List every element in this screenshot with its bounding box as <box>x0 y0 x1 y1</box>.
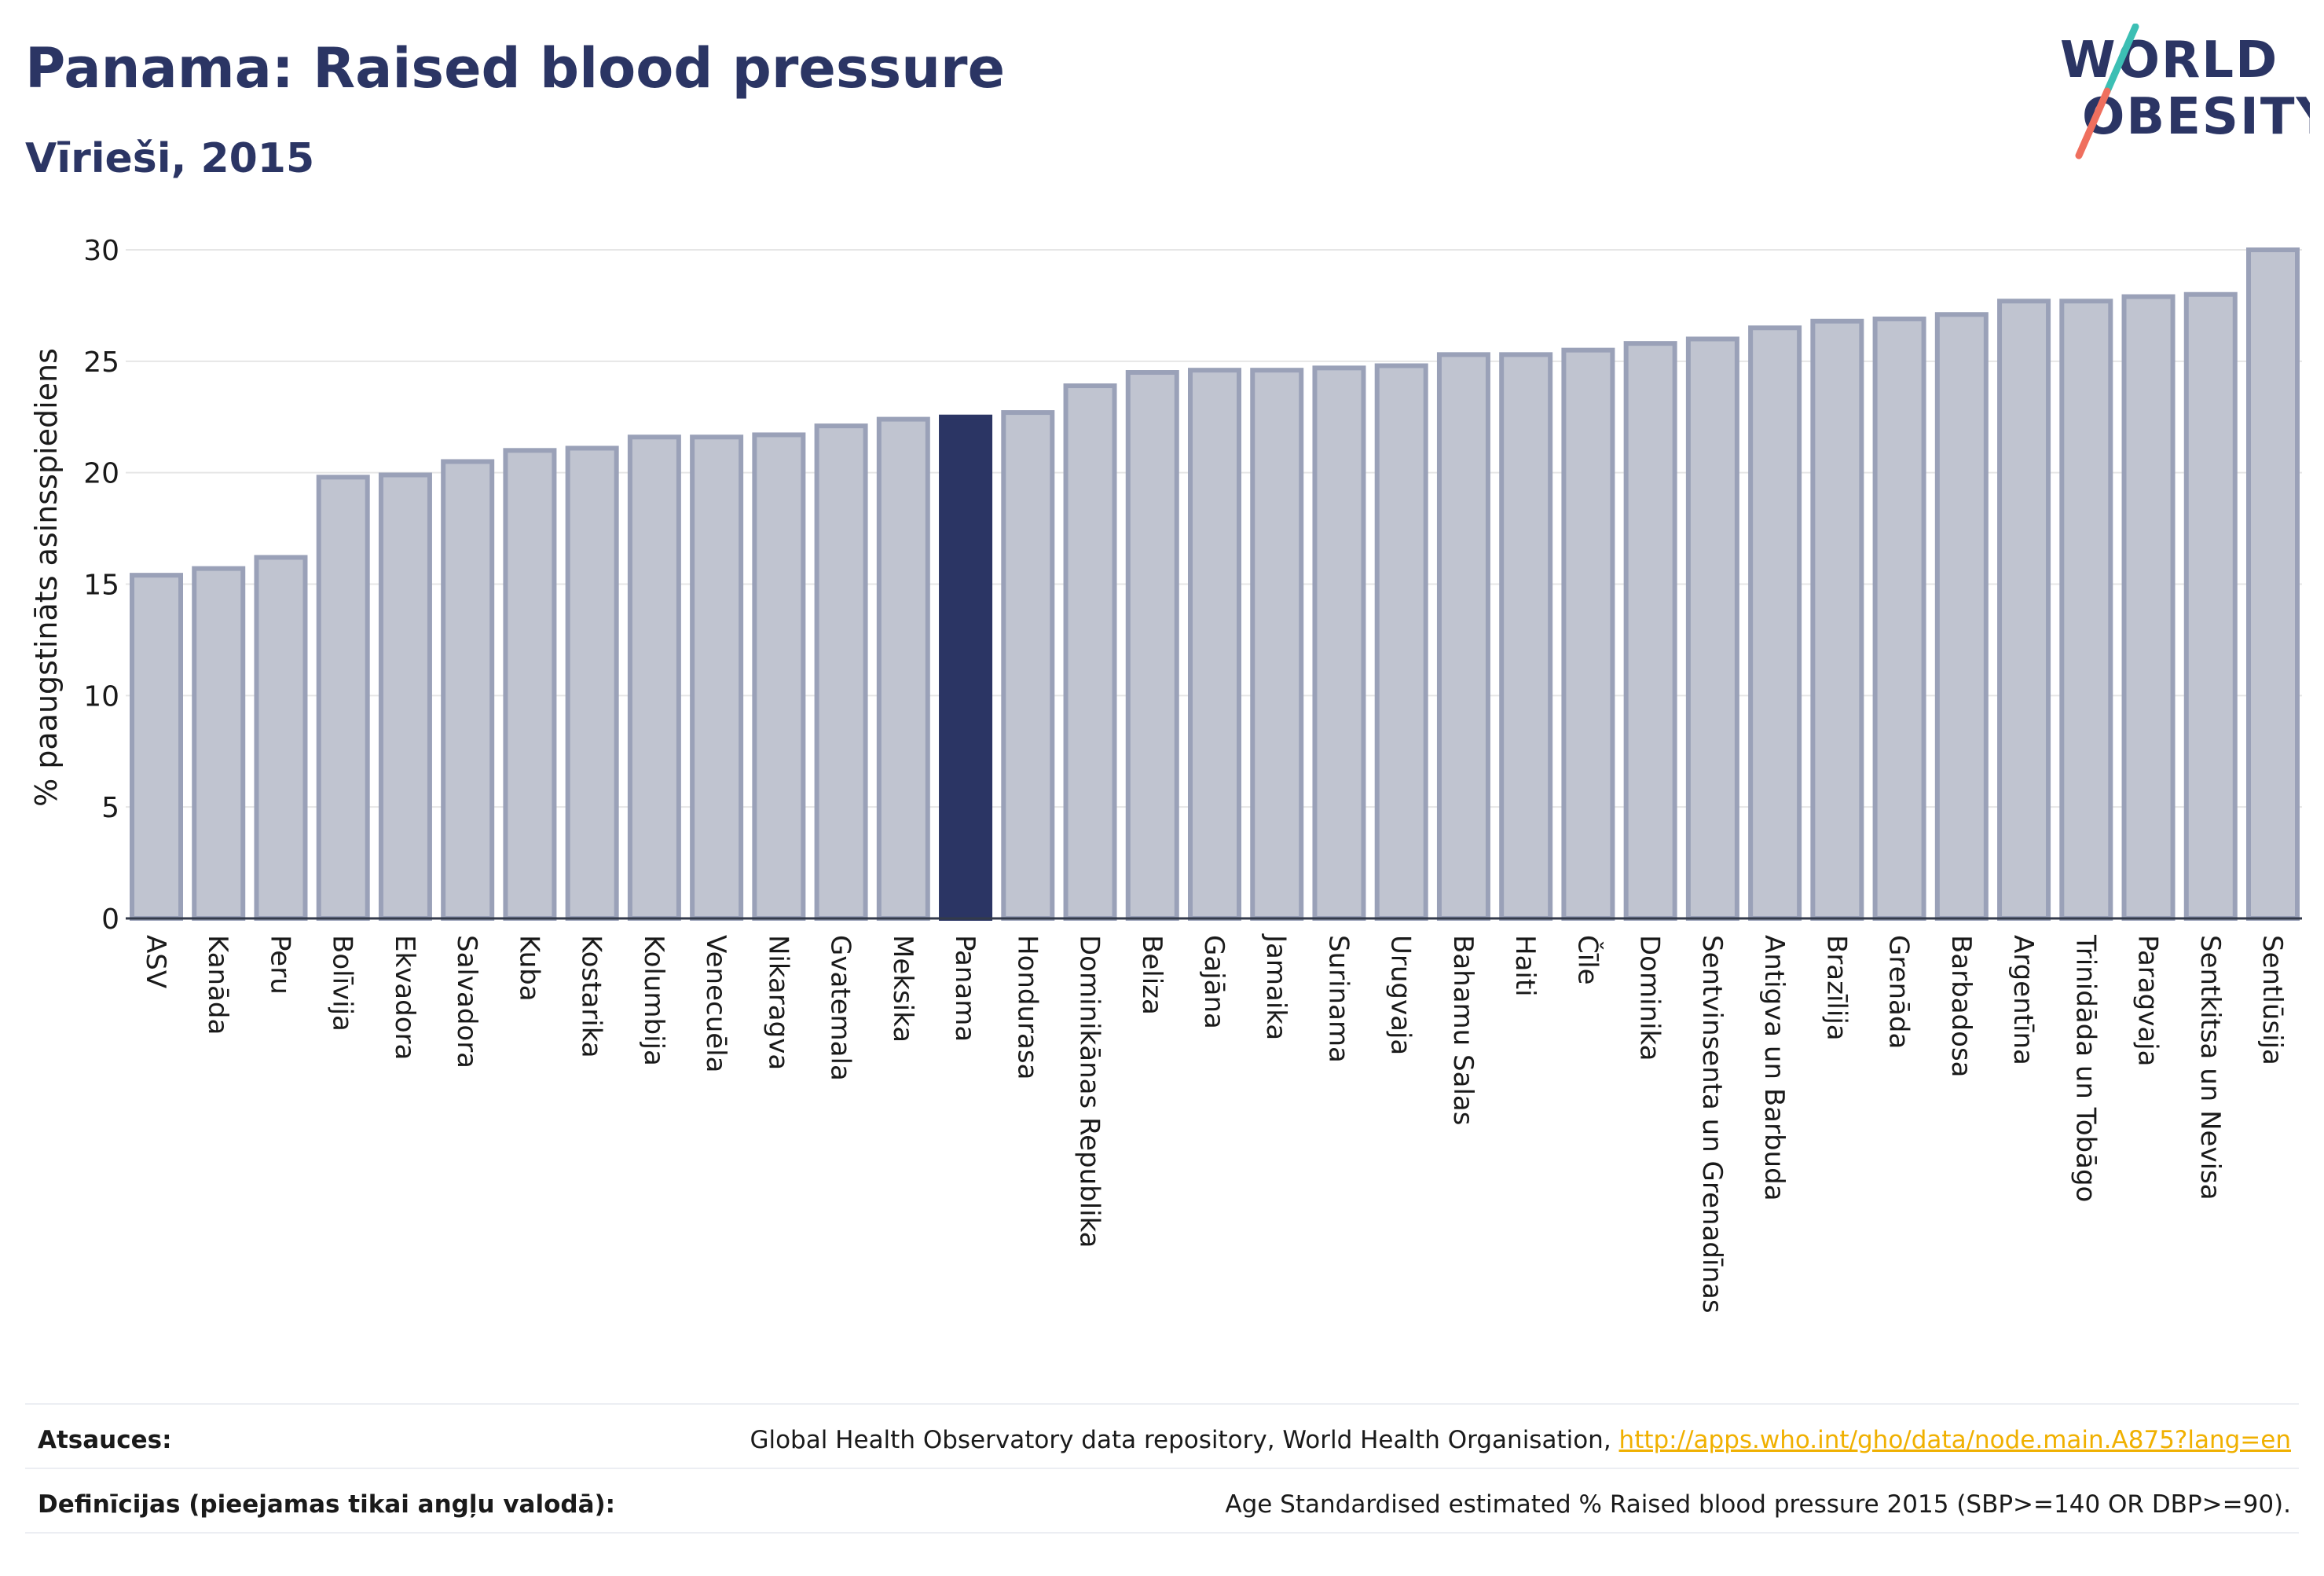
x-tick-label: Bahamu Salas <box>1447 935 1479 1125</box>
bar <box>752 432 806 921</box>
bar <box>1125 370 1179 921</box>
y-tick-label: 25 <box>83 346 119 379</box>
bar <box>1872 316 1926 922</box>
x-tick-label: Kuba <box>513 935 544 1002</box>
bar <box>192 566 246 921</box>
bar <box>1934 312 1989 922</box>
bar <box>441 459 495 921</box>
footer-divider-top <box>25 1403 2299 1405</box>
chart-subtitle: Vīrieši, 2015 <box>25 135 315 182</box>
x-tick-label: Salvadora <box>451 935 482 1068</box>
y-tick-label: 15 <box>83 570 119 602</box>
x-tick-label: Hondurasa <box>1011 935 1043 1079</box>
x-tick-label: Barbadosa <box>1945 935 1977 1078</box>
x-tick-label: Surinama <box>1322 935 1354 1063</box>
bar <box>2183 291 2238 921</box>
x-tick-label: Meksika <box>887 935 918 1043</box>
sources-label: Atsauces: <box>38 1426 172 1454</box>
x-tick-label: Urugvaja <box>1385 935 1417 1055</box>
x-tick-label: Antigva un Barbuda <box>1758 935 1790 1201</box>
bar <box>1748 325 1802 921</box>
sources-value: Global Health Observatory data repositor… <box>750 1426 2291 1454</box>
world-obesity-logo: WORLD OBESITY <box>2060 24 2310 159</box>
definitions-label: Definīcijas (pieejamas tikai angļu valod… <box>38 1490 616 1519</box>
x-tick-label: Haiti <box>1509 935 1541 997</box>
bar <box>503 448 557 921</box>
x-tick-label: Jamaika <box>1260 933 1292 1040</box>
x-tick-label: Ekvadora <box>389 935 420 1060</box>
y-tick-label: 5 <box>101 792 119 824</box>
bar <box>316 475 370 921</box>
bar <box>627 434 681 921</box>
y-tick-label: 30 <box>83 235 119 267</box>
bar <box>1623 341 1677 921</box>
chart-title: Panama: Raised blood pressure <box>25 36 1006 101</box>
definitions-value: Age Standardised estimated % Raised bloo… <box>1225 1490 2291 1519</box>
x-tick-label: Čīle <box>1571 935 1604 985</box>
x-tick-label: Peru <box>264 935 295 995</box>
bar <box>254 555 308 922</box>
bar <box>1561 347 1615 921</box>
x-tick-label: Kostarika <box>576 935 607 1058</box>
x-tick-label: Beliza <box>1136 935 1167 1015</box>
bar <box>2246 247 2300 921</box>
bar-chart: 0 5 10 15 20 25 30 ASV Kanāda Peru Bolīvija Ekvado… <box>29 235 2302 1314</box>
bar <box>2059 299 2113 921</box>
y-axis-ticks: 0 5 10 15 20 25 30 <box>83 235 119 936</box>
bar <box>1250 368 1304 921</box>
bar <box>1499 352 1553 922</box>
bar <box>1001 410 1055 921</box>
x-tick-label: Trinidāda un Tobāgo <box>2069 934 2101 1202</box>
sources-link[interactable]: http://apps.who.int/gho/data/node.main.A… <box>1618 1426 2291 1454</box>
x-tick-label: Sentvinsenta un Grenadīnas <box>1696 935 1728 1314</box>
bar <box>1685 336 1739 921</box>
bar <box>1312 365 1366 921</box>
x-tick-label: Dominika <box>1634 935 1666 1061</box>
x-tick-label: Argentīna <box>2007 935 2039 1065</box>
bar <box>814 423 868 921</box>
bar <box>130 573 183 921</box>
logo-slash-teal <box>2103 24 2139 95</box>
x-tick-label: Nikaragva <box>762 935 794 1070</box>
bar <box>1063 383 1117 921</box>
sources-text: Global Health Observatory data repositor… <box>750 1426 1619 1454</box>
x-axis-labels: ASV Kanāda Peru Bolīvija Ekvadora Salvadora Ku… <box>140 933 2288 1314</box>
bar <box>1436 352 1490 922</box>
bar <box>1997 299 2051 921</box>
x-tick-label: Venecuēla <box>700 935 731 1072</box>
x-tick-label: Dominikānas Republika <box>1074 935 1105 1248</box>
bar <box>1188 368 1241 921</box>
bars <box>130 247 2300 922</box>
bar <box>378 472 432 921</box>
x-tick-label: ASV <box>140 935 171 988</box>
x-tick-label: Brazīlija <box>1820 935 1852 1041</box>
bar <box>2121 294 2176 921</box>
x-tick-label: Sentkitsa un Nevisa <box>2194 935 2226 1200</box>
x-tick-label: Kolumbija <box>638 935 669 1066</box>
y-tick-label: 0 <box>101 903 119 936</box>
logo-text-obesity: OBESITY <box>2082 88 2310 146</box>
y-tick-label: 20 <box>83 458 119 490</box>
logo-text-world: WORLD <box>2060 31 2278 90</box>
x-tick-label: Panama <box>949 935 981 1042</box>
bar <box>565 445 619 921</box>
bar <box>876 416 930 921</box>
footer-divider-bottom <box>25 1532 2299 1534</box>
y-tick-label: 10 <box>83 680 119 713</box>
x-tick-label: Grenāda <box>1883 935 1915 1049</box>
footer-divider-middle <box>25 1468 2299 1469</box>
logo-slash-coral <box>2075 87 2111 159</box>
y-axis-label: % paaugstināts asinsspiediens <box>29 348 64 807</box>
x-tick-label: Kanāda <box>202 935 233 1035</box>
x-tick-label: Paragvaja <box>2132 935 2164 1066</box>
x-tick-label: Gajāna <box>1198 935 1230 1029</box>
bar <box>1374 363 1428 921</box>
x-tick-label: Sentlūsija <box>2256 935 2288 1065</box>
x-tick-label: Bolīvija <box>327 935 358 1032</box>
bar <box>690 434 744 921</box>
bar-highlighted <box>939 414 993 921</box>
x-tick-label: Gvatemala <box>825 935 856 1081</box>
bar <box>1810 318 1864 922</box>
